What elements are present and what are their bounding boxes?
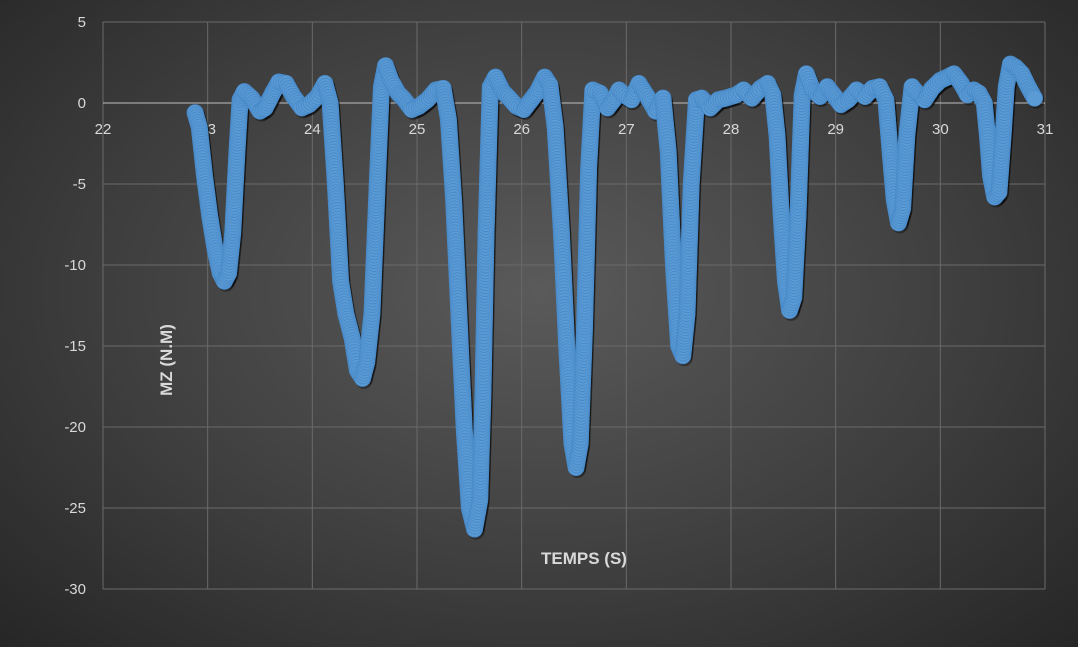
x-tick-label: 28 (723, 121, 740, 138)
x-axis-title: TEMPS (S) (541, 549, 627, 568)
y-tick-label: -5 (73, 176, 86, 193)
y-tick-label: -20 (64, 419, 86, 436)
x-tick-label: 30 (932, 121, 949, 138)
x-tick-label: 29 (827, 121, 844, 138)
x-tick-label: 22 (95, 121, 112, 138)
x-tick-label: 27 (618, 121, 635, 138)
data-points (186, 55, 1045, 540)
x-tick-label: 25 (409, 121, 426, 138)
y-tick-label: -15 (64, 338, 86, 355)
y-tick-label: 5 (78, 14, 86, 31)
y-tick-label: 0 (78, 95, 86, 112)
y-axis-title: MZ (N.M) (157, 324, 176, 396)
y-tick-label: -10 (64, 257, 86, 274)
y-tick-label: -25 (64, 500, 86, 517)
data-point (1026, 89, 1044, 107)
x-tick-label: 31 (1037, 121, 1054, 138)
y-tick-label: -30 (64, 581, 86, 598)
x-tick-label: 26 (513, 121, 530, 138)
x-tick-label: 24 (304, 121, 321, 138)
